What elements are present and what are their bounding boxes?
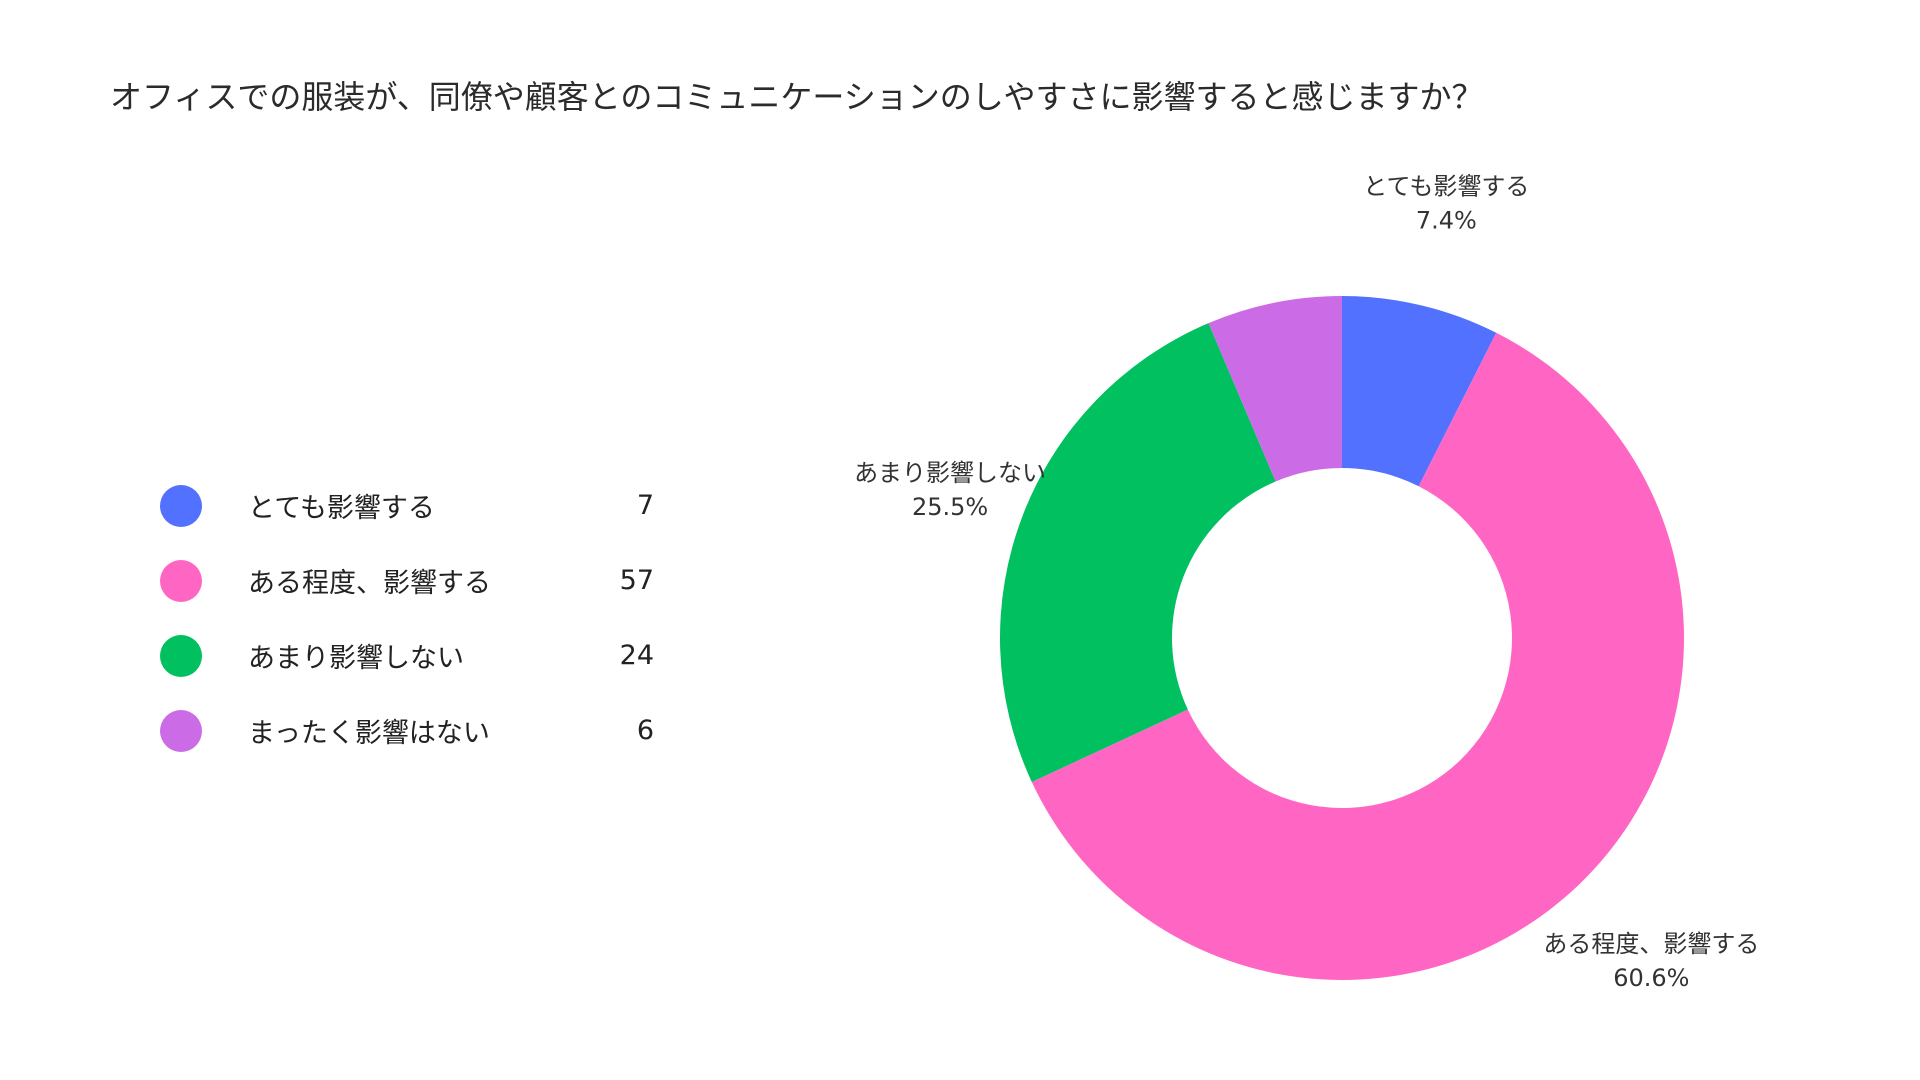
- legend-item: まったく影響はない 6: [160, 693, 660, 768]
- legend-item: とても影響する 7: [160, 468, 660, 543]
- donut-slice: [999, 323, 1276, 782]
- legend-label: まったく影響はない: [248, 718, 490, 749]
- legend-value: 57: [619, 565, 654, 596]
- slice-label-percent: 25.5%: [912, 493, 988, 521]
- legend-label: とても影響する: [248, 493, 435, 524]
- legend-value: 6: [636, 715, 654, 746]
- slice-label-category: ある程度、影響する: [1543, 930, 1759, 958]
- slice-label-percent: 7.4%: [1416, 206, 1477, 234]
- slice-label-category: とても影響する: [1363, 172, 1529, 200]
- legend-label: ある程度、影響する: [248, 568, 491, 599]
- legend-swatch: [160, 559, 202, 602]
- legend-item: あまり影響しない 24: [160, 618, 660, 693]
- legend-swatch: [160, 634, 202, 677]
- donut-slice: [1342, 296, 1497, 487]
- donut-slice: [1031, 332, 1684, 981]
- legend-value: 7: [636, 490, 654, 521]
- donut-slice: [1208, 296, 1342, 482]
- legend-label: あまり影響しない: [248, 643, 464, 674]
- slice-label-percent: 60.6%: [1613, 964, 1689, 992]
- legend-item: ある程度、影響する 57: [160, 543, 660, 618]
- legend-swatch: [160, 484, 202, 527]
- legend: とても影響する 7 ある程度、影響する 57 あまり影響しない 24 まったく影…: [160, 468, 660, 768]
- legend-value: 24: [619, 640, 654, 671]
- chart-title: オフィスでの服装が、同僚や顧客とのコミュニケーションのしやすさに影響すると感じま…: [110, 78, 1484, 116]
- slice-label-category: あまり影響しない: [854, 459, 1046, 487]
- legend-swatch: [160, 709, 202, 752]
